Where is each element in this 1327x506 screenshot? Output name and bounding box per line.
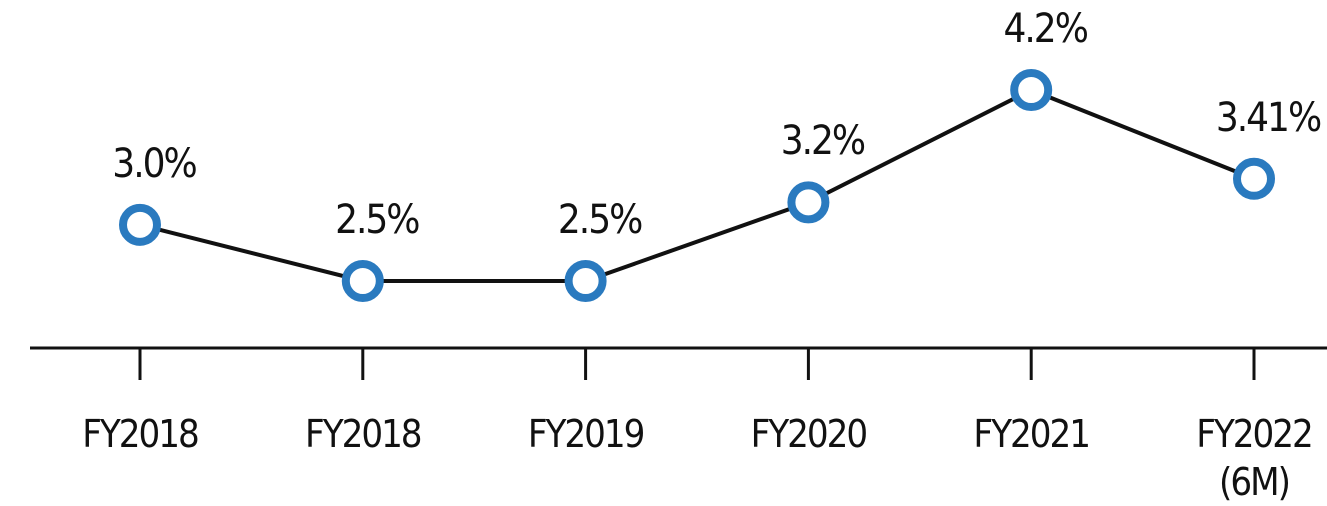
x-tick-label: FY2018 — [82, 412, 200, 456]
marker — [341, 260, 384, 302]
x-tick-label: FY2022 (6M) — [1196, 412, 1314, 504]
x-tick-label: FY2020 — [750, 412, 869, 456]
x-tick-label: FY2018 — [305, 412, 423, 456]
data-label: 3.0% — [112, 140, 197, 187]
line — [139, 87, 1255, 283]
data-label: 3.41% — [1215, 94, 1322, 141]
marker — [1233, 157, 1275, 200]
data-label: 2.5% — [557, 197, 643, 243]
data-label: 4.2% — [1003, 6, 1088, 52]
marker — [787, 181, 830, 224]
data-label: 2.5% — [335, 197, 420, 243]
marker — [1010, 69, 1053, 111]
x-tick-label: FY2021 — [973, 412, 1091, 456]
x-tick-label: FY2019 — [527, 412, 646, 456]
marker — [119, 203, 161, 246]
marker — [564, 260, 607, 302]
data-label: 3.2% — [780, 118, 866, 165]
